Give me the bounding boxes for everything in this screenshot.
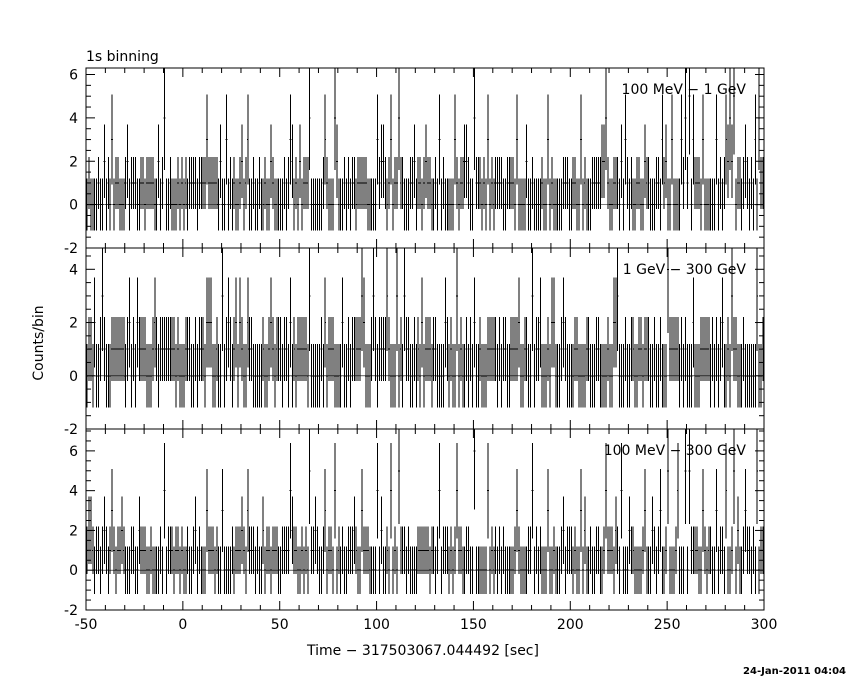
panel-frame xyxy=(85,428,765,611)
y-tick-label: -2 xyxy=(64,422,78,438)
y-tick-label: 4 xyxy=(69,262,78,278)
page-title: 1s binning xyxy=(86,49,159,65)
x-tick-label: 150 xyxy=(460,617,487,633)
panel-top: -2 0 2 4 6 100 MeV − 1 GeV xyxy=(64,67,765,257)
x-tick-label: 250 xyxy=(654,617,681,633)
band-label: 100 MeV − 1 GeV xyxy=(622,82,747,98)
x-tick-label: 100 xyxy=(363,617,390,633)
band-label: 100 MeV − 300 GeV xyxy=(604,443,747,459)
y-tick-label: -2 xyxy=(64,241,78,257)
y-tick-label: 4 xyxy=(69,484,78,500)
timestamp: 24-Jan-2011 04:04 xyxy=(743,666,846,677)
y-tick-label: 2 xyxy=(69,316,78,332)
x-tick-label: 300 xyxy=(751,617,778,633)
y-tick-label: 0 xyxy=(69,369,78,385)
panel-middle: -2 0 2 4 1 GeV − 300 GeV xyxy=(64,247,765,438)
y-axis-label: Counts/bin xyxy=(31,305,47,380)
x-tick-label: 0 xyxy=(178,617,187,633)
y-tick-label: -2 xyxy=(64,603,78,619)
panels: -2 0 2 4 6 100 MeV − 1 GeV -2 0 2 4 1 GeV − 300 Ge… xyxy=(64,67,778,633)
y-tick-label: 6 xyxy=(69,68,78,84)
x-tick-label: 200 xyxy=(557,617,584,633)
panel-bottom: -2 0 2 4 6 -50 0 50 100 150 200 250 300 100 MeV − 300… xyxy=(64,428,778,633)
y-tick-label: 0 xyxy=(69,198,78,214)
y-tick-label: 2 xyxy=(69,523,78,539)
y-tick-label: 6 xyxy=(69,444,78,460)
x-axis-label: Time − 317503067.044492 [sec] xyxy=(306,643,539,659)
y-tick-label: 4 xyxy=(69,111,78,127)
y-tick-label: 2 xyxy=(69,154,78,170)
x-tick-label: 50 xyxy=(271,617,289,633)
band-label: 1 GeV − 300 GeV xyxy=(623,262,747,278)
x-tick-label: -50 xyxy=(75,617,98,633)
y-tick-label: 0 xyxy=(69,563,78,579)
